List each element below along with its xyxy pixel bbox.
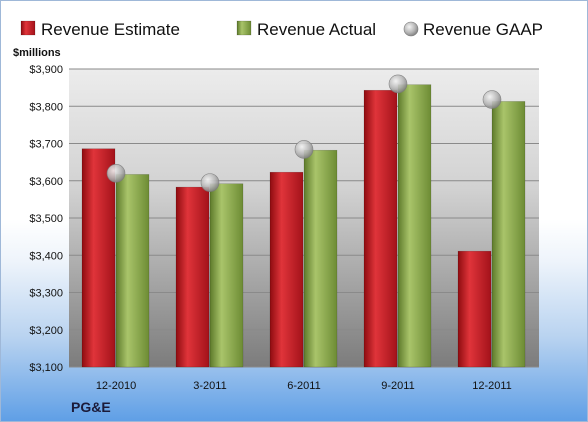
y-tick-label: $3,800 bbox=[29, 101, 63, 113]
bar-revenue-estimate bbox=[175, 186, 210, 368]
legend-swatch bbox=[236, 20, 252, 36]
bar-revenue-estimate bbox=[81, 148, 116, 368]
y-tick-label: $3,200 bbox=[29, 325, 63, 337]
x-axis-ticks: 12-2010 3-2011 6-2011 9-2011 12-2011 bbox=[96, 380, 512, 392]
y-tick-label: $3,100 bbox=[29, 362, 63, 374]
y-tick-label: $3,400 bbox=[29, 250, 63, 262]
bar-revenue-actual bbox=[115, 174, 150, 368]
marker-revenue-gaap bbox=[388, 74, 408, 94]
marker-revenue-gaap bbox=[482, 90, 502, 109]
y-axis-ticks: $3,100 $3,200 $3,300 $3,400 $3,500 $3,600 $3,7… bbox=[29, 64, 63, 374]
marker-revenue-gaap bbox=[294, 140, 314, 159]
legend-label: Revenue GAAP bbox=[423, 20, 543, 39]
marker-revenue-gaap bbox=[200, 173, 220, 192]
bar-revenue-estimate bbox=[457, 250, 492, 368]
legend-swatch bbox=[403, 21, 419, 37]
gaap-markers bbox=[106, 74, 502, 192]
bar-revenue-actual bbox=[397, 84, 432, 368]
company-name: PG&E bbox=[71, 399, 111, 415]
y-tick-label: $3,500 bbox=[29, 213, 63, 225]
x-tick-label: 12-2010 bbox=[96, 380, 136, 392]
y-tick-label: $3,900 bbox=[29, 64, 63, 76]
y-tick-label: $3,600 bbox=[29, 176, 63, 188]
y-tick-label: $3,700 bbox=[29, 139, 63, 151]
x-tick-label: 3-2011 bbox=[193, 380, 226, 392]
bars bbox=[81, 84, 526, 368]
bar-revenue-estimate bbox=[363, 89, 398, 368]
legend-label: Revenue Actual bbox=[257, 20, 376, 39]
bar-revenue-estimate bbox=[269, 171, 304, 368]
bar-revenue-actual bbox=[491, 101, 526, 368]
legend-swatch bbox=[20, 20, 36, 36]
x-tick-label: 12-2011 bbox=[472, 380, 512, 392]
x-tick-label: 9-2011 bbox=[381, 380, 414, 392]
bar-revenue-actual bbox=[209, 183, 244, 368]
bar-revenue-actual bbox=[303, 149, 338, 368]
legend: Revenue Estimate Revenue Actual Revenue GA… bbox=[20, 20, 543, 39]
x-tick-label: 6-2011 bbox=[287, 380, 320, 392]
y-axis-unit-label: $millions bbox=[13, 47, 61, 59]
legend-label: Revenue Estimate bbox=[41, 20, 180, 39]
marker-revenue-gaap bbox=[106, 164, 126, 183]
y-tick-label: $3,300 bbox=[29, 288, 63, 300]
